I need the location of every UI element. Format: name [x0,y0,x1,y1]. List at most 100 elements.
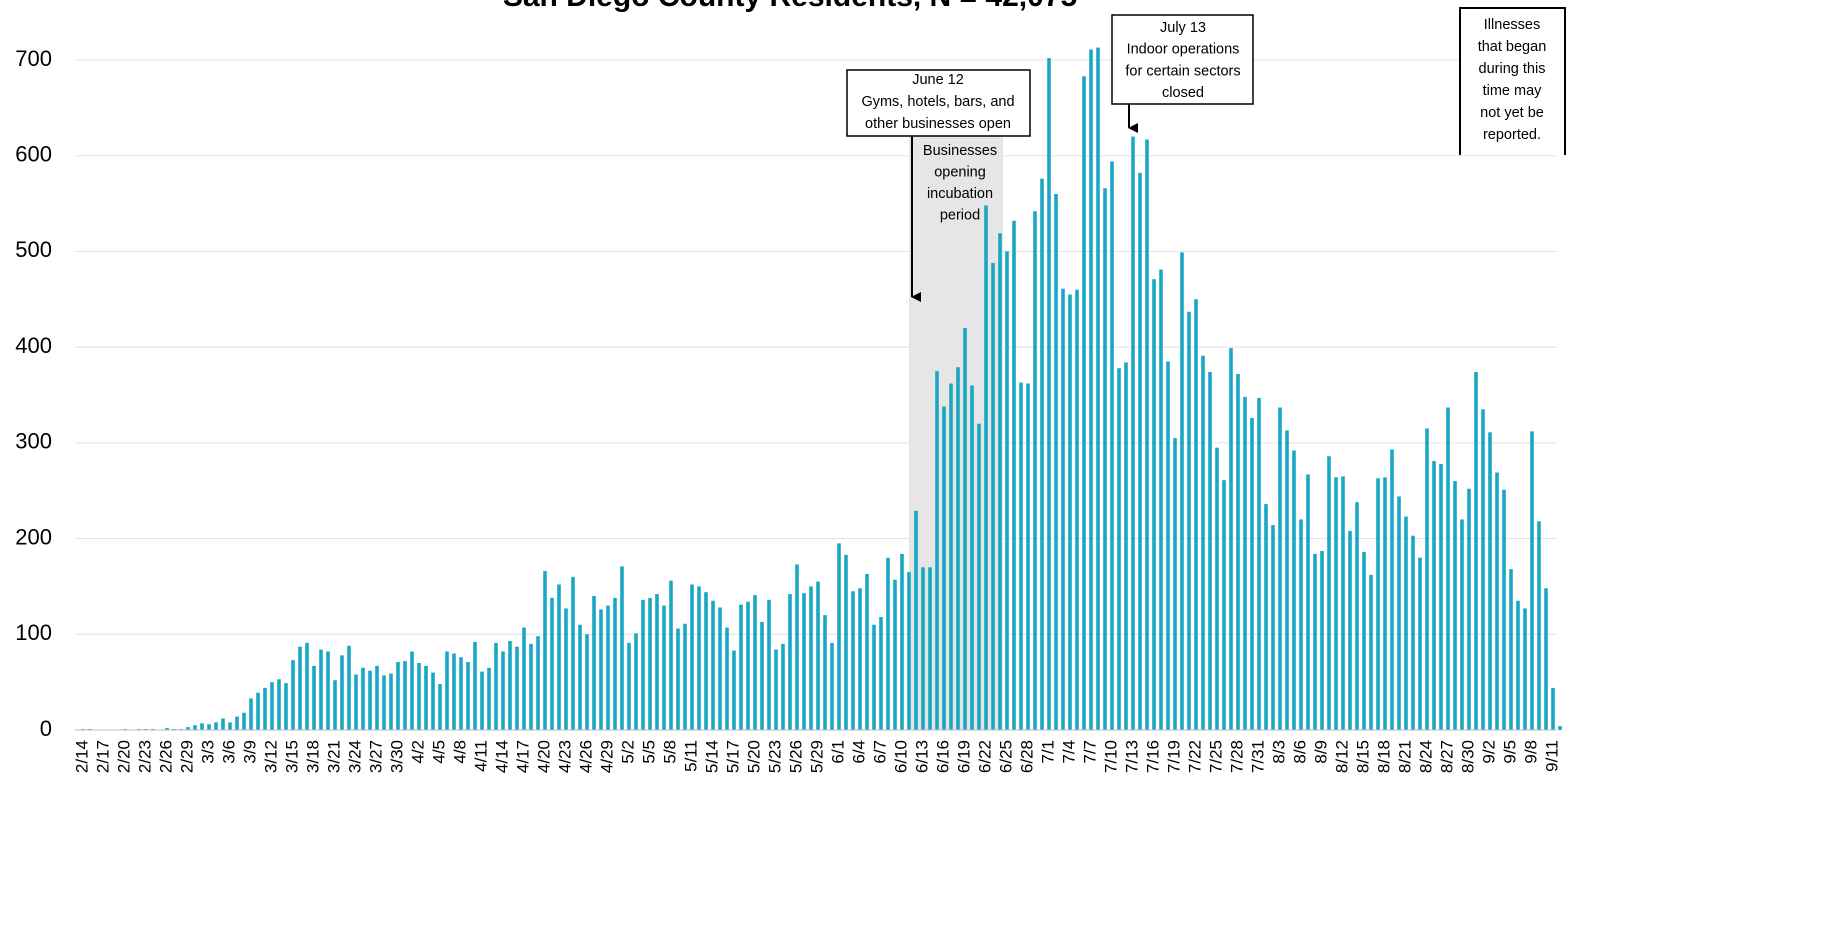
bar [627,642,631,730]
bar [571,576,575,730]
bar [963,328,967,730]
annotation-text: for certain sectors [1125,63,1240,79]
bar [277,679,281,730]
bar [1369,574,1373,730]
bar [1243,396,1247,730]
bar [1404,516,1408,730]
y-tick-label: 100 [15,620,52,645]
bar [1117,368,1121,730]
bar [221,718,225,730]
bar [1229,348,1233,730]
bar [1488,432,1492,730]
bar [1215,447,1219,730]
x-tick-label: 3/6 [219,740,238,764]
bar [515,646,519,730]
bar [1306,474,1310,730]
bar [1222,480,1226,730]
bar [1194,299,1198,730]
bar [865,573,869,730]
bar [501,651,505,730]
bar [298,646,302,730]
bar [669,580,673,730]
bar [844,554,848,730]
annotation-text: June 12 [912,72,964,88]
annotation-text: incubation [927,186,993,202]
bar [690,584,694,730]
x-tick-label: 8/24 [1416,740,1435,773]
annotation-text: during this [1479,61,1546,77]
x-tick-label: 7/7 [1080,740,1099,764]
x-tick-label: 9/5 [1500,740,1519,764]
x-tick-label: 2/29 [177,740,196,773]
bar [1418,557,1422,730]
x-tick-label: 7/19 [1164,740,1183,773]
bar [536,636,540,730]
annotation-text: Indoor operations [1127,42,1240,58]
bar [389,673,393,730]
bar [375,665,379,730]
x-tick-label: 5/14 [702,740,721,773]
bar [1103,188,1107,730]
x-tick-label: 9/11 [1542,740,1561,772]
x-tick-label: 5/2 [618,740,637,764]
bar [1453,481,1457,730]
bar [1523,608,1527,730]
bar [1257,397,1261,730]
bar [319,649,323,730]
bar [662,605,666,730]
bar [1383,477,1387,730]
x-tick-label: 7/4 [1059,740,1078,764]
bar [1397,496,1401,730]
x-tick-label: 7/1 [1038,740,1057,764]
x-tick-label: 7/13 [1122,740,1141,773]
bar [732,650,736,730]
x-tick-label: 8/12 [1332,740,1351,773]
bar [928,567,932,730]
x-tick-label: 8/9 [1311,740,1330,764]
bar [795,564,799,730]
x-tick-label: 6/16 [933,740,952,773]
x-tick-label: 5/23 [765,740,784,773]
bar [557,584,561,730]
x-tick-label: 4/5 [429,740,448,764]
bar [655,594,659,730]
bar [711,600,715,730]
bar [347,645,351,730]
bar [697,586,701,730]
bar [305,642,309,730]
bar [788,594,792,730]
bar [193,725,197,730]
bar [1033,211,1037,730]
bar [361,667,365,730]
bar [935,371,939,730]
x-tick-label: 4/2 [408,740,427,764]
x-tick-label: 3/12 [261,740,280,773]
annotation-text: Illnesses [1484,17,1540,33]
bar [1138,172,1142,730]
bar [781,643,785,730]
x-tick-label: 9/8 [1521,740,1540,764]
x-tick-label: 2/14 [72,740,91,773]
bar [1446,407,1450,730]
bar [851,591,855,730]
bar [235,716,239,730]
bar [837,543,841,730]
bar [585,634,589,730]
bar [823,615,827,730]
bar [592,596,596,730]
bar [1320,551,1324,730]
bar [1019,382,1023,730]
bar [165,728,169,730]
bar [1460,519,1464,730]
bar [410,651,414,730]
x-tick-label: 4/26 [576,740,595,773]
bar [900,553,904,730]
x-tick-label: 4/14 [492,740,511,773]
bar [459,657,463,730]
x-tick-label: 4/17 [513,740,532,773]
y-tick-label: 300 [15,429,52,454]
x-tick-label: 6/7 [870,740,889,764]
bar [1201,355,1205,730]
bar [522,627,526,730]
x-tick-label: 2/26 [156,740,175,773]
